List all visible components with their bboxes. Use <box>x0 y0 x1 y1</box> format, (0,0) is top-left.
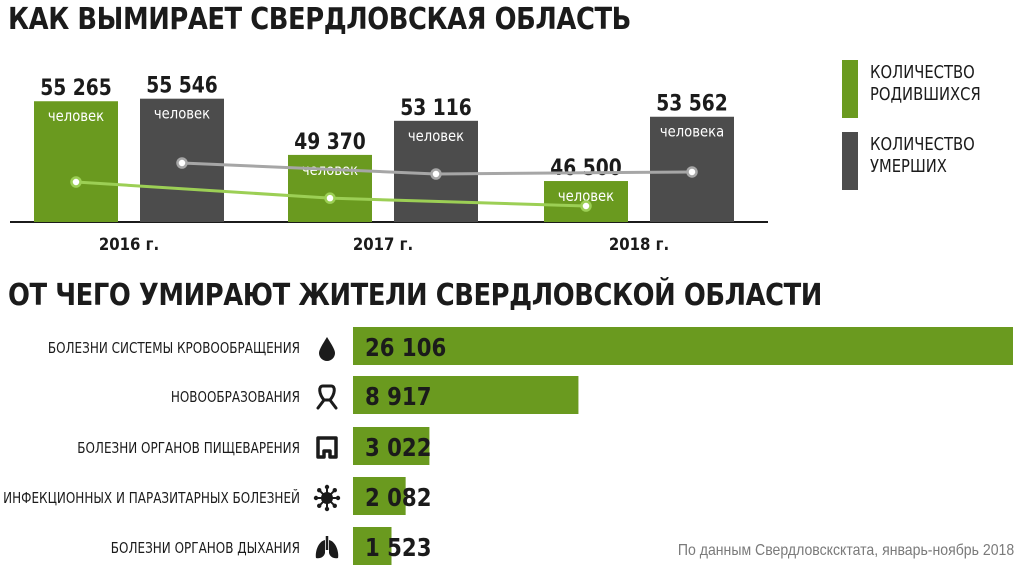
died-value-label-3: 53 562 <box>656 90 728 116</box>
born-trend-point-3 <box>580 200 592 212</box>
born-bar-2 <box>288 154 372 222</box>
died-trend-point-1 <box>176 157 188 169</box>
died-trend-point-2 <box>430 168 442 180</box>
lung-right <box>329 540 339 559</box>
legend-swatch-died <box>842 132 858 190</box>
cause-label-2: НОВООБРАЗОВАНИЯ <box>171 389 300 407</box>
cause-label-3: БОЛЕЗНИ ОРГАНОВ ПИЩЕВАРЕНИЯ <box>77 440 300 458</box>
source-note: По данным Свердловсксктата, январь-ноябр… <box>677 542 1014 559</box>
virus-spike-tip <box>313 495 319 501</box>
died-unit-label-3: человека <box>660 124 724 141</box>
ribbon-shape <box>316 384 338 410</box>
drop-shape <box>319 337 335 361</box>
virus-spike-tip <box>317 503 322 508</box>
intestine-shape <box>316 436 338 459</box>
virus-spike-tip <box>335 495 341 501</box>
births-deaths-chart: 55 265 человек 55 546 человек 2016 г. 49 370 ч… <box>10 72 768 254</box>
page-title: КАК ВЫМИРАЕТ СВЕРДЛОВСКАЯ ОБЛАСТЬ <box>8 2 631 37</box>
cause-bar-2 <box>353 376 579 414</box>
cause-bar-5 <box>353 527 392 565</box>
cause-value-label-1: 26 106 <box>365 333 446 362</box>
born-trend-point-1 <box>70 176 82 188</box>
cause-value-label-4: 2 082 <box>365 483 432 512</box>
cause-label-4: ИНФЕКЦИОННЫХ И ПАРАЗИТАРНЫХ БОЛЕЗНЕЙ <box>3 488 300 508</box>
blood-drop-icon <box>319 337 335 361</box>
legend-label-born: КОЛИЧЕСТВО РОДИВШИХСЯ <box>870 62 981 106</box>
x-tick-label-2: 2017 г. <box>353 234 413 254</box>
legend-swatch-born <box>842 60 858 118</box>
born-value-label-2: 49 370 <box>294 128 366 154</box>
virus-spike-tip <box>317 488 322 493</box>
legend-label-died-line2: УМЕРШИХ <box>870 156 947 177</box>
died-value-label-2: 53 116 <box>400 94 472 120</box>
x-tick-label-3: 2018 г. <box>609 234 669 254</box>
cause-bar-4 <box>353 477 406 515</box>
born-unit-label-3: человек <box>558 188 615 205</box>
born-unit-label-1: человек <box>48 109 105 126</box>
cause-bar-3 <box>353 427 430 465</box>
virus-spike-tip <box>332 503 337 508</box>
virus-spike-tip <box>324 484 330 490</box>
born-trend-point-2 <box>324 192 336 204</box>
legend-label-born-line1: КОЛИЧЕСТВО <box>870 62 975 83</box>
legend-label-died-line1: КОЛИЧЕСТВО <box>870 134 975 155</box>
legend-label-died: КОЛИЧЕСТВО УМЕРШИХ <box>870 134 975 178</box>
lung-left <box>315 540 325 559</box>
cancer-ribbon-icon <box>316 384 338 410</box>
causes-title: ОТ ЧЕГО УМИРАЮТ ЖИТЕЛИ СВЕРДЛОВСКОЙ ОБЛА… <box>8 278 822 313</box>
cause-value-label-3: 3 022 <box>365 433 432 462</box>
virus-spike-tip <box>324 506 330 512</box>
legend-label-born-line2: РОДИВШИХСЯ <box>870 84 981 105</box>
x-tick-label-1: 2016 г. <box>99 234 159 254</box>
intestine-icon <box>316 436 338 459</box>
died-unit-label-1: человек <box>154 106 211 123</box>
cause-label-5: БОЛЕЗНИ ОРГАНОВ ДЫХАНИЯ <box>111 540 300 558</box>
cause-value-label-2: 8 917 <box>365 382 432 411</box>
legend-item-died: КОЛИЧЕСТВО УМЕРШИХ <box>842 132 998 190</box>
born-bar-1 <box>34 101 118 222</box>
died-value-label-1: 55 546 <box>146 72 218 98</box>
died-unit-label-2: человек <box>408 128 465 145</box>
virus-icon <box>313 484 341 512</box>
cause-bar-1 <box>353 327 1013 365</box>
virus-spike-tip <box>332 488 337 493</box>
legend-item-born: КОЛИЧЕСТВО РОДИВШИХСЯ <box>842 60 1005 118</box>
cause-value-label-5: 1 523 <box>365 533 432 562</box>
born-value-label-1: 55 265 <box>40 75 112 101</box>
cause-label-1: БОЛЕЗНИ СИСТЕМЫ КРОВООБРАЩЕНИЯ <box>48 340 300 358</box>
born-value-label-3: 46 500 <box>550 155 622 181</box>
died-trend-point-3 <box>686 166 698 178</box>
lungs-icon <box>315 536 339 559</box>
